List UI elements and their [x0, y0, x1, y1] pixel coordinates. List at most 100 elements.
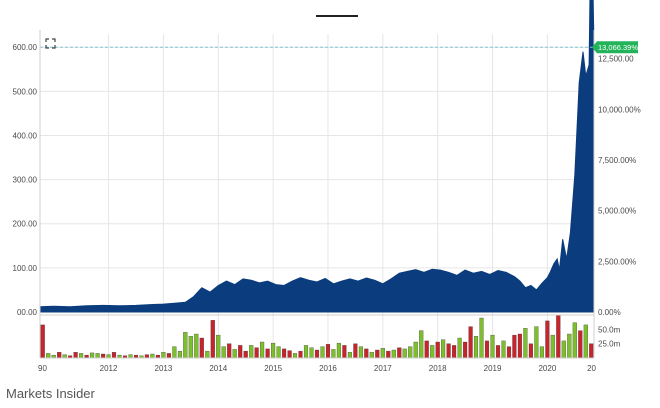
volume-bar: [402, 348, 407, 359]
volume-bar: [161, 352, 166, 359]
volume-bar: [353, 343, 358, 359]
volume-bar: [271, 342, 276, 359]
volume-bar: [534, 326, 539, 359]
volume-bar: [331, 349, 336, 359]
volume-bar: [567, 333, 572, 359]
left-tick-label: 00.00: [17, 308, 38, 317]
left-tick-label: 100.00: [13, 264, 38, 273]
volume-bar: [468, 326, 473, 359]
volume-bar: [517, 333, 522, 359]
volume-bar: [528, 343, 533, 359]
axes: [39, 30, 595, 359]
x-tick-label: 2014: [209, 364, 227, 373]
volume-bar: [232, 349, 237, 359]
volume-bar: [276, 346, 281, 359]
volume-bar: [446, 343, 451, 359]
volume-bar: [506, 346, 512, 359]
volume-bar: [495, 345, 501, 359]
volume-bar: [238, 345, 243, 359]
source-label[interactable]: Markets Insider: [6, 386, 95, 401]
volume-bar: [40, 324, 45, 359]
volume-bar: [260, 341, 265, 359]
volume-bar: [452, 345, 457, 359]
volume-bar: [556, 314, 561, 359]
volume-bar: [589, 343, 594, 359]
left-tick-label: 500.00: [13, 87, 38, 96]
area-series: [39, 0, 595, 313]
volume-bar: [62, 354, 67, 359]
volume-bar: [457, 337, 462, 359]
volume-bar: [90, 352, 95, 359]
volume-bar: [194, 333, 199, 359]
volume-bar: [144, 354, 149, 359]
area-series-path: [39, 0, 595, 313]
volume-bar: [336, 342, 341, 359]
left-tick-label: 300.00: [13, 176, 38, 185]
volume-bar: [347, 352, 352, 359]
volume-bar: [441, 339, 446, 359]
volume-bar: [309, 347, 314, 359]
volume-bar: [578, 330, 583, 359]
volume-bar: [375, 349, 380, 359]
volume-bar: [419, 330, 424, 359]
volume-bar: [512, 334, 517, 359]
volume-bar: [364, 348, 369, 359]
volume-bar: [539, 346, 544, 359]
volume-bar: [572, 322, 577, 359]
volume-tick-label: 50.0m: [598, 325, 621, 334]
right-tick-label: 7,500.00%: [598, 156, 636, 165]
volume-bar: [479, 317, 484, 359]
volume-bar: [287, 350, 292, 359]
x-tick-label: 2018: [429, 364, 447, 373]
volume-bar: [249, 345, 254, 359]
volume-bar: [57, 352, 62, 359]
x-tick-label: 2013: [155, 364, 173, 373]
volume-bar: [254, 347, 259, 359]
volume-bar: [413, 341, 418, 359]
volume-bar: [523, 328, 528, 359]
volume-bar: [216, 334, 221, 359]
volume-bar: [501, 340, 506, 359]
volume-bar: [282, 348, 287, 359]
volume-tick-label: 25.0m: [598, 340, 621, 349]
volume-bar: [111, 352, 117, 359]
volume-bar: [314, 349, 320, 359]
right-tick-label: 5,000.00%: [598, 207, 636, 216]
left-tick-label: 200.00: [13, 220, 38, 229]
volume-bar: [188, 336, 193, 359]
volume-bar: [172, 346, 177, 359]
x-tick-label: 90: [38, 364, 47, 373]
volume-bar: [490, 334, 495, 359]
window-handle: [316, 15, 358, 17]
volume-bar: [79, 353, 84, 359]
volume-bar: [473, 336, 479, 359]
volume-bar: [408, 346, 413, 359]
expand-corners-icon[interactable]: [45, 38, 56, 49]
volume-bar: [199, 337, 204, 359]
volume-bar: [358, 346, 363, 359]
volume-bar: [150, 353, 155, 359]
volume-bar: [221, 346, 226, 359]
volume-bar: [292, 353, 298, 359]
x-tick-label: 2016: [319, 364, 337, 373]
volume-bar: [484, 340, 490, 359]
volume-bar: [73, 352, 78, 359]
volume-bar: [46, 353, 51, 359]
volume-bar: [95, 353, 100, 359]
volume-bar: [550, 334, 555, 359]
right-tick-label: 12,500.00: [598, 55, 634, 64]
volume-bar: [386, 350, 391, 359]
volume-bar: [177, 350, 182, 359]
volume-bar: [303, 345, 309, 359]
volume-bar: [463, 341, 468, 359]
x-tick-label: 2012: [100, 364, 118, 373]
volume-bar: [166, 353, 171, 359]
volume-bar: [298, 350, 303, 359]
x-tick-label: 2020: [538, 364, 556, 373]
volume-bar: [101, 353, 106, 359]
volume-bar: [583, 324, 588, 359]
last-value-label: 13,066.39%: [598, 43, 638, 52]
volume-bar: [561, 340, 566, 359]
tick-labels: 00.00 100.00 200.00 300.00 400.00 500.00 600.0…: [13, 43, 641, 373]
volume-bar: [183, 332, 188, 359]
